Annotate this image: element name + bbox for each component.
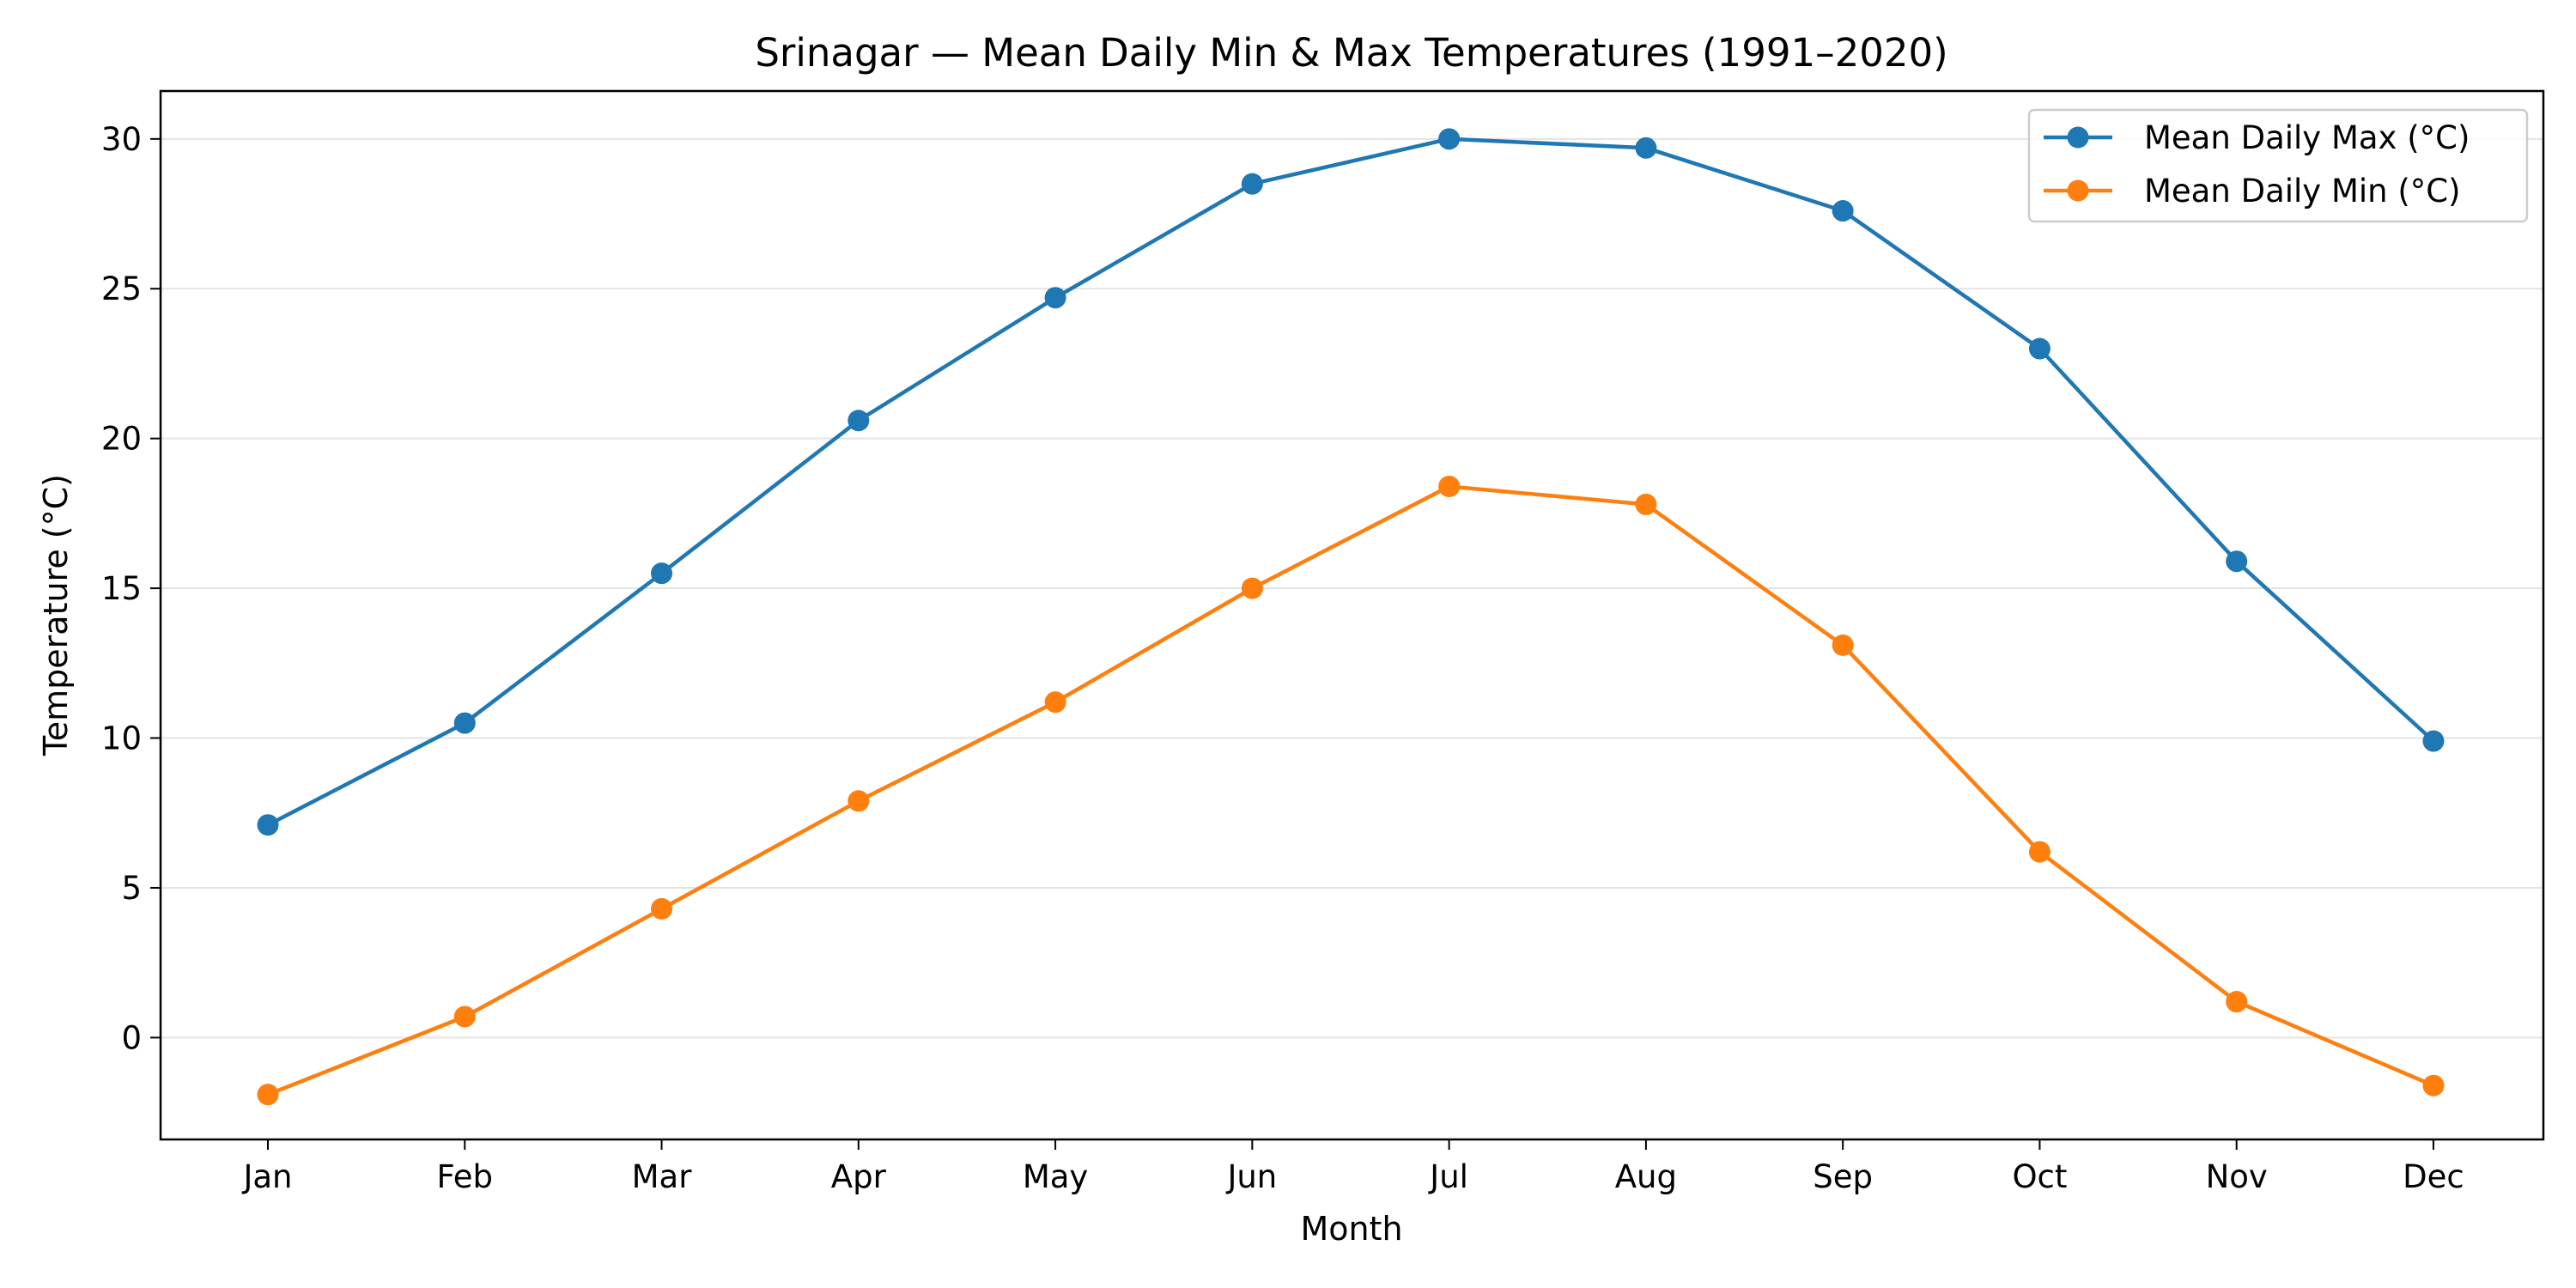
axes: 0 5 10 15 20 25 30 Jan Feb Mar Apr May Jun Jul Aug Sep O… [101, 121, 2464, 1195]
series-min [257, 475, 2445, 1106]
x-tick-label: Jun [1225, 1158, 1277, 1195]
legend-box [2027, 108, 2529, 223]
data-point-min [453, 1005, 476, 1028]
x-tick-label: Oct [2012, 1158, 2067, 1195]
x-tick-label: Apr [831, 1158, 887, 1195]
data-point-min [1832, 634, 1854, 656]
data-point-min [1241, 577, 1263, 599]
legend: Mean Daily Max (°C) Mean Daily Min (°C) [2027, 108, 2529, 223]
data-point-max [848, 410, 870, 432]
data-point-max [1241, 173, 1263, 195]
series-line-max [265, 137, 2436, 827]
legend-label-max: Mean Daily Max (°C) [2144, 119, 2470, 156]
chart-title: Srinagar — Mean Daily Min & Max Temperat… [755, 30, 1947, 76]
y-tick-label: 5 [121, 870, 142, 907]
data-point-min [651, 897, 673, 920]
legend-label-min: Mean Daily Min (°C) [2144, 173, 2461, 210]
x-tick-label: May [1023, 1158, 1089, 1195]
data-point-max [257, 814, 279, 836]
data-point-min [1438, 475, 1461, 497]
data-point-max [1044, 287, 1066, 309]
y-tick-label: 10 [101, 720, 142, 757]
data-point-max [2226, 550, 2248, 573]
data-point-max [1832, 200, 1854, 222]
series-max [257, 128, 2445, 836]
legend-entries: Mean Daily Max (°C) Mean Daily Min (°C) [2044, 119, 2470, 210]
plot-frame [159, 89, 2545, 1141]
x-tick-label: Jul [1428, 1158, 1468, 1195]
x-axis-label: Month [1300, 1210, 1402, 1248]
data-point-max [1438, 128, 1461, 150]
data-point-min [848, 790, 870, 812]
data-point-min [257, 1084, 279, 1106]
series-lines [257, 128, 2445, 1106]
x-tick-label: Nov [2206, 1158, 2268, 1195]
y-tick-label: 0 [121, 1019, 142, 1056]
x-tick-label: Aug [1615, 1158, 1677, 1195]
y-tick-label: 25 [101, 270, 142, 307]
data-point-max [453, 712, 476, 734]
data-point-min [1044, 691, 1066, 714]
x-tick-label: Dec [2403, 1158, 2464, 1195]
data-point-max [2028, 337, 2050, 360]
legend-marker-min [2067, 179, 2089, 202]
x-tick-label: Jan [241, 1158, 292, 1195]
data-point-min [2226, 991, 2248, 1013]
data-point-max [2422, 730, 2445, 752]
legend-marker-max [2067, 126, 2089, 149]
data-point-min [2422, 1074, 2445, 1097]
x-tick-label: Mar [632, 1158, 693, 1195]
y-tick-label: 20 [101, 421, 142, 458]
data-point-min [1635, 493, 1657, 515]
data-point-max [651, 562, 673, 585]
x-tick-label: Sep [1813, 1158, 1873, 1195]
y-tick-label: 15 [101, 570, 142, 607]
series-line-min [265, 484, 2436, 1097]
y-tick-label: 30 [101, 121, 142, 158]
x-tick-label: Feb [437, 1158, 494, 1195]
y-axis-label: Temperature (°C) [37, 474, 75, 756]
data-point-max [1635, 137, 1657, 159]
data-point-min [2028, 841, 2050, 863]
